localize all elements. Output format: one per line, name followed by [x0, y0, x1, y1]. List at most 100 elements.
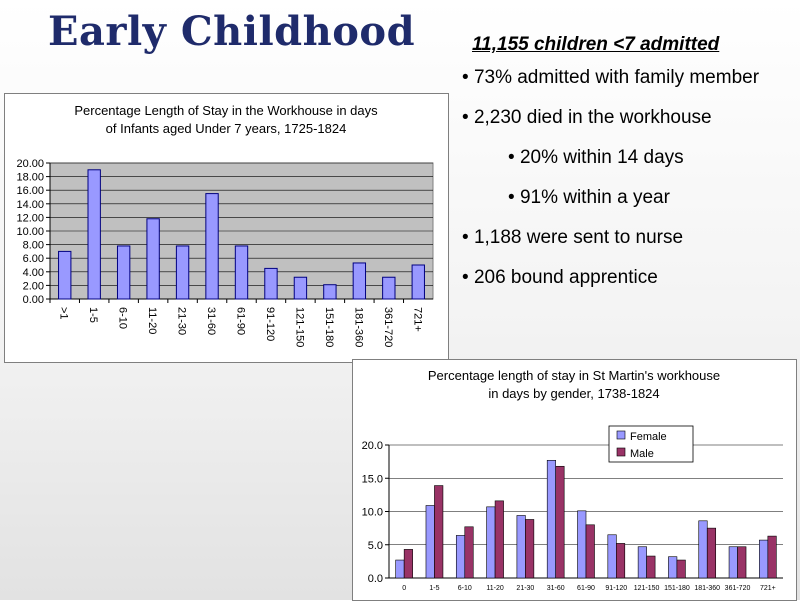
bar: [411, 264, 425, 300]
y-tick-label: 0.00: [23, 294, 44, 306]
legend-swatch: [616, 430, 626, 440]
infant-stay-chart: Percentage Length of Stay in the Workhou…: [4, 93, 449, 363]
bullet-item: • 206 bound apprentice: [462, 267, 658, 288]
bar-female: [577, 510, 587, 579]
bar-male: [555, 465, 565, 579]
bar: [58, 250, 72, 300]
bar-male: [494, 500, 504, 579]
x-tick-label: 31-60: [205, 307, 217, 335]
bar: [205, 193, 219, 300]
bar: [382, 276, 396, 300]
bar: [323, 284, 337, 300]
bar: [264, 267, 278, 300]
x-tick-label: 21-30: [516, 585, 534, 592]
bullet-text: 1,188 were sent to nurse: [473, 227, 684, 248]
bar-male: [737, 546, 747, 579]
bar-male: [676, 559, 686, 579]
y-tick-label: 8.00: [23, 240, 44, 252]
x-tick-label: 721+: [760, 585, 776, 592]
bar-male: [464, 526, 474, 579]
x-tick-label: 31-60: [547, 585, 565, 592]
bullet-text: 20% within 14 days: [519, 147, 684, 168]
bar-female: [728, 546, 738, 579]
x-tick-label: 1-5: [429, 585, 439, 592]
bar-female: [668, 556, 678, 579]
bar-female: [698, 520, 708, 579]
bar: [87, 169, 101, 300]
bar-female: [516, 515, 526, 579]
bar: [352, 262, 367, 300]
bar: [293, 276, 308, 300]
y-tick-label: 15.0: [362, 473, 383, 485]
infant-stay-chart-svg: Percentage Length of Stay in the Workhou…: [16, 103, 434, 347]
bar-male: [525, 519, 535, 579]
chart-title: in days by gender, 1738-1824: [488, 386, 659, 401]
bar-female: [455, 535, 466, 579]
y-tick-label: 5.0: [368, 540, 383, 552]
x-tick-label: 11-20: [146, 307, 158, 334]
x-tick-label: 6-10: [117, 307, 129, 329]
bar: [116, 245, 131, 300]
x-tick-label: 11-20: [486, 585, 503, 592]
y-tick-label: 20.0: [362, 440, 383, 452]
x-tick-label: 121-150: [634, 585, 660, 592]
sub-bullet-item: • 20% within 14 days: [508, 147, 684, 168]
bar: [146, 218, 160, 300]
bar-female: [486, 506, 496, 579]
bullet-text: 73% admitted with family member: [473, 67, 760, 88]
bar: [234, 245, 249, 300]
x-tick-label: >1: [58, 307, 70, 320]
y-tick-label: 4.00: [23, 267, 44, 279]
x-tick-label: 361-720: [725, 585, 751, 592]
bar: [175, 245, 190, 300]
y-tick-label: 10.00: [16, 226, 44, 238]
bar-female: [607, 534, 617, 579]
bar-female: [759, 539, 769, 579]
bar-male: [767, 535, 777, 579]
x-tick-label: 1-5: [87, 307, 99, 323]
bar-male: [706, 527, 717, 579]
gender-stay-chart: Percentage length of stay in St Martin's…: [352, 359, 797, 601]
y-tick-label: 20.00: [16, 158, 44, 170]
x-tick-label: 721+: [411, 307, 423, 332]
bullet-item: • 2,230 died in the workhouse: [462, 107, 712, 128]
x-tick-label: 6-10: [458, 585, 472, 592]
sub-bullet-item: • 91% within a year: [508, 187, 670, 208]
bar-male: [646, 555, 656, 579]
bar-female: [425, 505, 435, 579]
bullet-list: 11,155 children <7 admitted • 73% admitt…: [462, 34, 792, 306]
x-tick-label: 121-150: [293, 307, 305, 347]
y-tick-label: 14.00: [16, 199, 44, 211]
bar-male: [585, 524, 595, 579]
slide-title: Early Childhood: [48, 8, 416, 55]
bar-male: [434, 485, 444, 579]
legend-swatch: [616, 447, 626, 457]
x-tick-label: 151-180: [664, 585, 690, 592]
x-tick-label: 151-180: [323, 307, 335, 347]
y-tick-label: 2.00: [23, 280, 44, 292]
y-tick-label: 6.00: [23, 253, 44, 265]
chart-title: Percentage length of stay in St Martin's…: [428, 368, 720, 383]
x-tick-label: 21-30: [176, 307, 188, 335]
x-tick-label: 181-360: [694, 585, 720, 592]
x-tick-label: 61-90: [235, 307, 247, 335]
y-tick-label: 12.00: [16, 212, 44, 224]
bar-female: [637, 546, 647, 579]
bar-female: [395, 559, 405, 579]
x-tick-label: 0: [402, 585, 406, 592]
legend-label: Female: [630, 431, 667, 443]
bullet-item: • 1,188 were sent to nurse: [462, 227, 684, 248]
y-tick-label: 10.0: [362, 507, 383, 519]
bar-female: [546, 459, 556, 579]
bar-male: [616, 543, 626, 579]
bullet-item: • 73% admitted with family member: [462, 67, 760, 88]
gender-stay-chart-svg: Percentage length of stay in St Martin's…: [362, 368, 783, 592]
y-tick-label: 18.00: [16, 172, 44, 184]
legend-label: Male: [630, 448, 654, 460]
y-tick-label: 0.0: [368, 573, 383, 585]
x-tick-label: 91-120: [264, 307, 276, 341]
y-tick-label: 16.00: [16, 185, 44, 197]
x-tick-label: 91-120: [605, 585, 627, 592]
x-tick-label: 181-360: [352, 307, 364, 347]
bullet-text: 91% within a year: [519, 187, 670, 208]
